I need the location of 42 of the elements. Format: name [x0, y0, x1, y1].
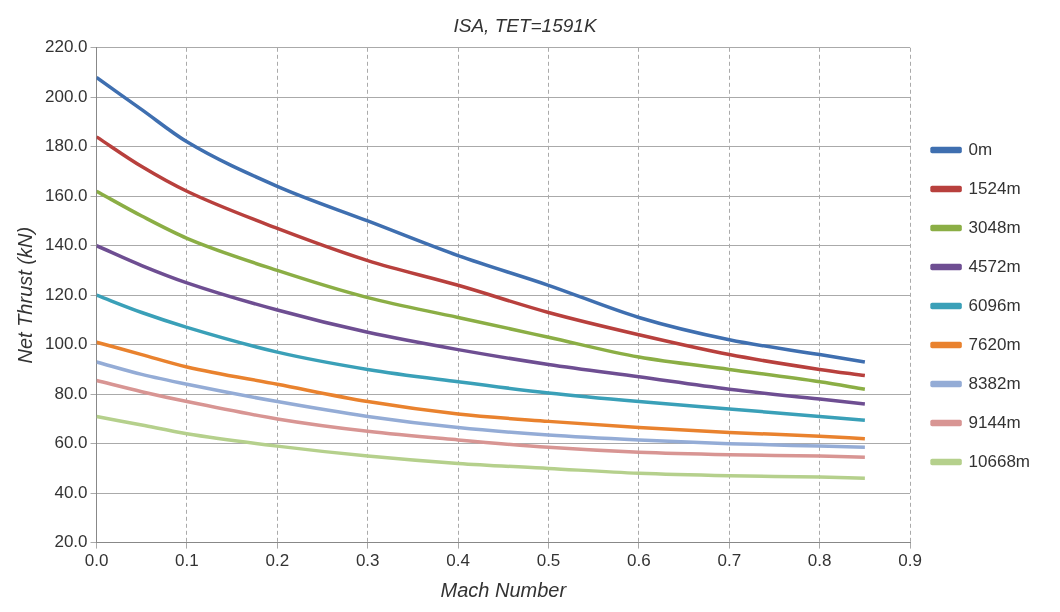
line-series: [96, 360, 867, 450]
line-series: [96, 378, 867, 459]
x-tick-label: 0.2: [265, 551, 290, 571]
legend-label: 1524m: [968, 178, 1021, 198]
line-series: [96, 75, 867, 364]
legend-label: 6096m: [968, 295, 1021, 315]
chart-title: ISA, TET=1591K: [453, 14, 598, 36]
x-tick-label: 0.1: [175, 551, 199, 571]
y-tick-label: 220.0: [44, 37, 88, 57]
y-tick-label: 40.0: [54, 482, 88, 502]
line-series: [96, 293, 867, 422]
line-series: [96, 243, 867, 406]
x-axis-title: Mach Number: [440, 578, 568, 601]
legend-label: 4572m: [968, 256, 1021, 276]
x-tick-label: 0.0: [84, 551, 109, 571]
y-tick-label: 60.0: [54, 433, 88, 453]
y-tick-label: 160.0: [44, 185, 88, 205]
y-tick-label: 100.0: [44, 334, 88, 354]
y-axis-title: Net Thrust (kN): [13, 226, 36, 364]
legend-label: 7620m: [968, 334, 1021, 354]
legend-label: 9144m: [968, 412, 1021, 432]
x-tick-label: 0.7: [717, 551, 742, 571]
x-tick-label: 0.5: [536, 551, 561, 571]
line-series: [96, 135, 867, 378]
y-tick-label: 80.0: [54, 383, 88, 403]
legend-label: 3048m: [968, 217, 1021, 237]
legend-label: 8382m: [968, 373, 1021, 393]
legend-label: 0m: [968, 139, 993, 159]
x-tick-label: 0.4: [446, 551, 470, 571]
line-series: [96, 414, 867, 481]
x-tick-label: 0.9: [898, 551, 922, 571]
line-series: [96, 189, 867, 391]
y-tick-label: 200.0: [44, 86, 88, 106]
y-tick-label: 20.0: [54, 532, 88, 552]
x-tick-label: 0.3: [355, 551, 380, 571]
x-tick-label: 0.8: [807, 551, 832, 571]
y-tick-label: 140.0: [44, 235, 88, 255]
y-tick-label: 180.0: [44, 136, 88, 156]
legend-label: 10668m: [968, 451, 1030, 471]
x-tick-label: 0.6: [627, 551, 651, 571]
line-series: [96, 340, 867, 441]
y-tick-label: 120.0: [44, 284, 88, 304]
